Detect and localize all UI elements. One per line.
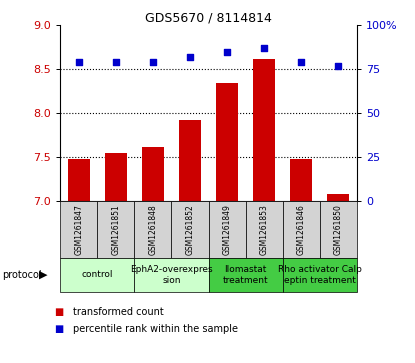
Text: control: control bbox=[81, 270, 113, 280]
Bar bbox=[253, 59, 275, 201]
Text: GSM1261846: GSM1261846 bbox=[297, 204, 306, 255]
Text: GSM1261849: GSM1261849 bbox=[222, 204, 232, 255]
Bar bbox=[68, 159, 90, 201]
Bar bbox=[327, 195, 349, 201]
Text: Ilomastat
treatment: Ilomastat treatment bbox=[223, 265, 269, 285]
Text: percentile rank within the sample: percentile rank within the sample bbox=[73, 323, 238, 334]
Text: GSM1261848: GSM1261848 bbox=[149, 204, 157, 255]
Title: GDS5670 / 8114814: GDS5670 / 8114814 bbox=[145, 11, 272, 24]
Text: GSM1261850: GSM1261850 bbox=[334, 204, 343, 255]
Point bbox=[149, 60, 156, 65]
Text: protocol: protocol bbox=[2, 270, 42, 280]
Text: ■: ■ bbox=[54, 307, 63, 317]
Point bbox=[261, 45, 268, 51]
Text: ■: ■ bbox=[54, 323, 63, 334]
Bar bbox=[290, 159, 312, 201]
Text: Rho activator Calp
eptin treatment: Rho activator Calp eptin treatment bbox=[278, 265, 362, 285]
Text: GSM1261851: GSM1261851 bbox=[111, 204, 120, 255]
Text: GSM1261847: GSM1261847 bbox=[74, 204, 83, 255]
Text: EphA2-overexpres
sion: EphA2-overexpres sion bbox=[130, 265, 213, 285]
Point bbox=[76, 60, 82, 65]
Text: GSM1261853: GSM1261853 bbox=[260, 204, 269, 255]
Bar bbox=[105, 153, 127, 201]
Point bbox=[335, 63, 342, 69]
Bar bbox=[142, 147, 164, 201]
Text: ▶: ▶ bbox=[39, 270, 48, 280]
Bar bbox=[216, 83, 238, 201]
Bar bbox=[179, 119, 201, 201]
Text: GSM1261852: GSM1261852 bbox=[186, 204, 195, 255]
Point bbox=[187, 54, 193, 60]
Point bbox=[224, 49, 230, 55]
Point bbox=[112, 60, 119, 65]
Point bbox=[298, 60, 305, 65]
Text: transformed count: transformed count bbox=[73, 307, 164, 317]
